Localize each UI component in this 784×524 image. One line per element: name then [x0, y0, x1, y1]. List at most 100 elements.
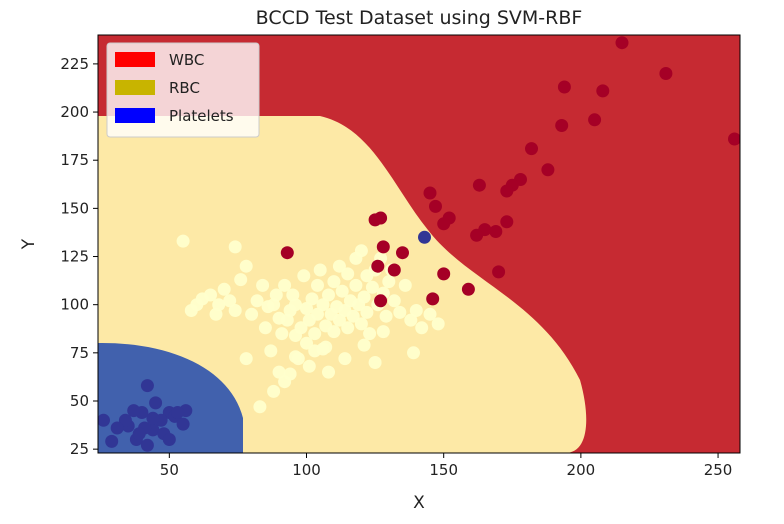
- y-tick-label: 200: [60, 103, 89, 121]
- point-wbc: [470, 228, 484, 242]
- point-platelets: [140, 379, 154, 393]
- point-rbc: [311, 307, 324, 321]
- legend-label-wbc: WBC: [169, 51, 204, 69]
- point-platelets: [105, 434, 119, 448]
- point-wbc: [500, 215, 514, 229]
- point-rbc: [322, 365, 335, 379]
- y-axis: 25 50 75 100 125 150 175 200 225: [60, 55, 98, 458]
- point-platelets: [132, 427, 146, 441]
- point-rbc: [409, 304, 423, 317]
- legend-label-rbc: RBC: [169, 79, 200, 97]
- point-rbc: [415, 321, 429, 335]
- point-rbc: [264, 344, 278, 358]
- point-rbc: [398, 278, 412, 292]
- point-rbc: [376, 325, 390, 339]
- point-platelets: [149, 396, 163, 410]
- point-rbc: [387, 294, 401, 308]
- region-rbc: [98, 116, 587, 453]
- point-rbc: [239, 352, 253, 366]
- point-rbc: [250, 294, 264, 308]
- point-rbc: [316, 298, 330, 312]
- point-rbc: [349, 278, 363, 292]
- point-rbc: [311, 278, 324, 292]
- point-rbc: [272, 365, 286, 379]
- point-wbc: [588, 113, 602, 127]
- point-rbc: [300, 336, 313, 350]
- point-rbc: [176, 234, 190, 248]
- point-platelets: [110, 421, 124, 435]
- legend-label-platelets: Platelets: [169, 107, 234, 125]
- point-rbc: [365, 280, 379, 294]
- point-rbc: [234, 273, 248, 287]
- point-wbc: [374, 294, 388, 308]
- point-rbc: [338, 352, 352, 366]
- point-rbc: [393, 305, 407, 319]
- x-tick-label: 50: [160, 461, 179, 479]
- chart-title: BCCD Test Dataset using SVM-RBF: [256, 7, 583, 29]
- point-rbc: [322, 288, 335, 302]
- point-rbc: [431, 317, 445, 331]
- point-rbc: [267, 384, 281, 398]
- point-platelets: [146, 411, 160, 425]
- point-wbc: [659, 67, 673, 80]
- point-rbc: [341, 321, 355, 335]
- point-wbc: [472, 178, 486, 192]
- point-rbc: [256, 278, 270, 292]
- point-wbc: [376, 240, 390, 254]
- x-tick-label: 250: [704, 461, 733, 479]
- point-platelets: [118, 413, 132, 427]
- point-rbc: [341, 267, 355, 281]
- point-rbc: [382, 275, 396, 289]
- point-wbc: [437, 267, 451, 281]
- point-wbc: [396, 246, 409, 260]
- point-rbc: [357, 338, 371, 352]
- point-rbc: [289, 350, 302, 364]
- point-rbc: [313, 263, 327, 277]
- point-rbc: [289, 329, 302, 342]
- point-rbc: [308, 344, 322, 358]
- point-platelets: [140, 438, 154, 452]
- point-wbc: [489, 225, 503, 238]
- point-wbc: [555, 119, 569, 132]
- y-tick-label: 125: [60, 248, 89, 266]
- point-rbc: [223, 294, 237, 308]
- y-axis-label: Y: [19, 238, 39, 250]
- point-rbc: [204, 288, 217, 302]
- point-rbc: [253, 400, 267, 414]
- point-rbc: [217, 282, 231, 296]
- point-rbc: [278, 278, 292, 292]
- plot-frame: [97, 34, 741, 454]
- y-tick-label: 150: [60, 199, 89, 217]
- point-platelets: [418, 230, 431, 244]
- point-wbc: [461, 282, 475, 296]
- point-wbc: [280, 246, 294, 260]
- point-wbc: [615, 36, 629, 50]
- point-rbc: [289, 298, 302, 312]
- point-rbc: [212, 298, 226, 312]
- point-wbc: [374, 211, 388, 225]
- legend: WBC RBC Platelets: [106, 42, 260, 138]
- point-rbc: [332, 313, 346, 327]
- legend-swatch-rbc: [115, 80, 155, 95]
- point-wbc: [426, 292, 440, 306]
- point-wbc: [728, 132, 740, 146]
- point-rbc: [335, 284, 349, 298]
- point-rbc: [258, 321, 272, 335]
- point-platelets: [171, 406, 185, 419]
- point-rbc: [305, 292, 319, 306]
- point-rbc: [302, 359, 316, 373]
- point-rbc: [300, 302, 313, 315]
- point-rbc: [269, 288, 283, 302]
- point-rbc: [368, 356, 382, 369]
- points-layer: [98, 36, 740, 452]
- y-tick-label: 175: [60, 151, 89, 169]
- y-tick-label: 50: [70, 392, 89, 410]
- plot-area: [98, 35, 740, 453]
- point-rbc: [228, 304, 242, 317]
- point-platelets: [176, 417, 190, 431]
- point-rbc: [423, 307, 437, 321]
- point-platelets: [162, 433, 176, 446]
- point-rbc: [228, 240, 242, 254]
- point-wbc: [541, 163, 555, 177]
- point-rbc: [327, 325, 341, 339]
